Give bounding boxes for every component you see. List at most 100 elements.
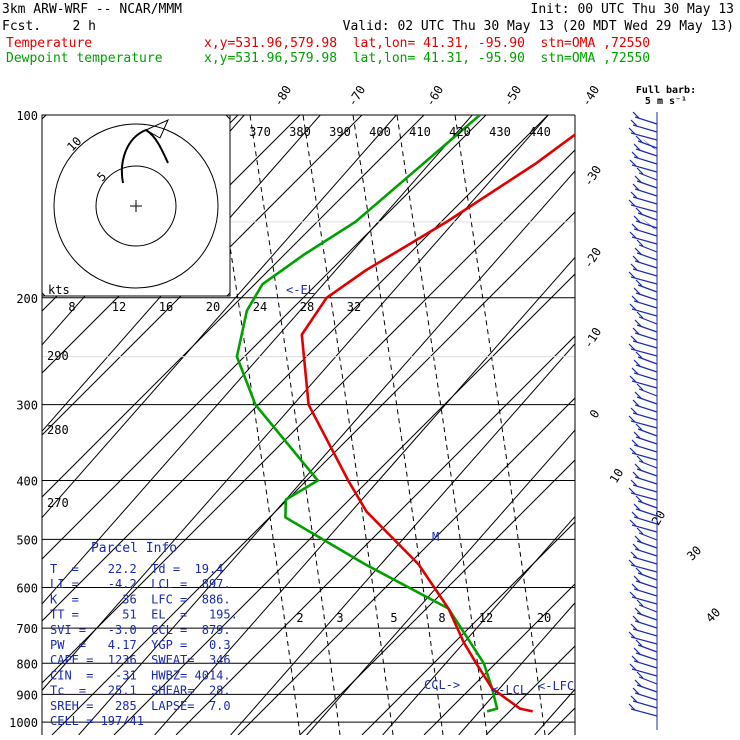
dry-adiabat-line [672, 115, 740, 735]
mixing-ratio-line [396, 115, 488, 735]
wind-barb-feather [631, 439, 639, 447]
dry-adiabat-line [175, 335, 575, 735]
wind-barb-feather [630, 191, 638, 199]
theta-label: 400 [369, 125, 391, 139]
wind-barb [637, 644, 658, 653]
pressure-tick-label: 100 [16, 109, 38, 123]
wind-barb-feather [629, 663, 637, 671]
theta-label: 430 [489, 125, 511, 139]
wind-barb [631, 524, 658, 533]
dry-adiabat-line [42, 149, 575, 684]
wind-barb-feather [632, 255, 640, 263]
dry-adiabat-line [51, 211, 575, 735]
mixing-ratio-line [249, 115, 341, 735]
wind-barb-feather [633, 215, 641, 223]
wind-barb-feather [630, 335, 638, 343]
parcel-info-row: SREH = 285 LAPSE= 7.0 [50, 699, 231, 713]
wind-barb [637, 356, 658, 365]
wind-barb-feather [635, 279, 643, 287]
dry-adiabat-line [113, 273, 575, 735]
wind-barb [638, 604, 658, 613]
wind-barb [637, 140, 658, 149]
dry-adiabat-line [423, 583, 575, 735]
wind-barb [636, 468, 658, 477]
wind-barb-feather [634, 175, 642, 183]
wind-barb [631, 308, 658, 317]
wind-barb-feather [629, 159, 637, 167]
wind-barb [635, 148, 658, 157]
wind-barb-feather [634, 679, 642, 687]
temperature-tick-label: 0 [587, 407, 603, 421]
wind-barb-feather [633, 431, 641, 439]
wind-barb-feather [633, 143, 641, 151]
theta-label: 370 [249, 125, 271, 139]
isotherm-line [42, 115, 473, 605]
wind-barb [632, 124, 658, 133]
wind-barb [638, 532, 658, 541]
temperature-tick-label: -10 [581, 325, 604, 351]
mixing-ratio-label: 2 [296, 611, 303, 625]
wind-barb-feather [633, 503, 641, 511]
isotherm-line [458, 602, 575, 735]
wind-barb [630, 204, 658, 213]
wind-barb-feather [628, 703, 636, 711]
pressure-tick-label: 900 [16, 688, 38, 702]
pressure-tick-label: 300 [16, 399, 38, 413]
wind-barb-pennant [641, 218, 657, 230]
wind-barb-feather [634, 247, 642, 255]
wind-barb-feather [631, 655, 639, 663]
isotherm-line [306, 429, 575, 735]
wind-barb [635, 580, 658, 589]
wind-barb [631, 668, 658, 677]
wind-barb [630, 420, 658, 429]
wind-barb-feather [634, 535, 642, 543]
wind-barb-feather [632, 183, 640, 191]
wind-barb [632, 700, 658, 709]
wind-barb-feather [630, 623, 638, 631]
temperature-tick-label: 10 [607, 466, 627, 486]
m-marker: M [432, 530, 439, 544]
parcel-info-row: Tc = 25.1 SHEAR= 28. [50, 684, 231, 698]
pressure-tick-label: 1000 [9, 716, 38, 730]
wind-barb-feather [628, 487, 636, 495]
kts-tick-label: 20 [206, 300, 220, 314]
wind-barb-feather [634, 319, 642, 327]
wind-barb [638, 172, 658, 181]
parcel-info-row: T = 22.2 Td = 19.4 [50, 562, 223, 576]
hodograph-ring [95, 165, 177, 247]
wind-barb-feather [633, 575, 641, 583]
wind-barb-feather [630, 407, 638, 415]
wind-barb-feather [632, 327, 640, 335]
isotherm-line [154, 256, 575, 735]
wind-barb [632, 268, 658, 277]
theta-side-label: 270 [47, 496, 69, 510]
wind-barb [636, 612, 658, 621]
forecast-hour: Fcst. 2 h [2, 19, 96, 34]
temperature-tick-label: -30 [581, 163, 604, 189]
wind-barb-feather [628, 199, 636, 207]
temperature-tick-label: -20 [581, 245, 604, 271]
wind-barb [635, 292, 658, 301]
hodograph-trace [120, 128, 169, 184]
pressure-tick-label: 200 [16, 292, 38, 306]
wind-barb [632, 412, 658, 421]
mixing-ratio-line [209, 115, 301, 735]
wind-barb [630, 132, 658, 141]
wind-barb [631, 596, 658, 605]
wind-barb [632, 340, 658, 349]
temperature-legend-label: Temperature [6, 36, 93, 51]
dewpoint-location-info: x,y=531.96,579.98 lat,lon= 41.31, -95.90… [204, 51, 651, 66]
wind-barb [631, 236, 658, 245]
wind-barb-feather [630, 551, 638, 559]
wind-barb-feather [636, 527, 644, 535]
wind-barb [632, 196, 658, 205]
mixing-ratio-line [302, 115, 394, 735]
wind-barb [630, 492, 658, 501]
wind-barb-feather [636, 455, 644, 463]
wind-barb [637, 428, 658, 437]
wind-barb [638, 460, 658, 469]
wind-barb-feather [628, 559, 636, 567]
wind-barb-feather [629, 591, 637, 599]
dewpoint-legend-label: Dewpoint temperature [6, 51, 163, 66]
wind-barb-feather [635, 495, 643, 503]
